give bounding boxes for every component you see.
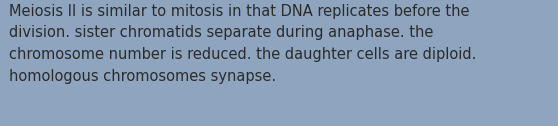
Text: Meiosis II is similar to mitosis in that DNA replicates before the
division. sis: Meiosis II is similar to mitosis in that… <box>9 4 477 84</box>
